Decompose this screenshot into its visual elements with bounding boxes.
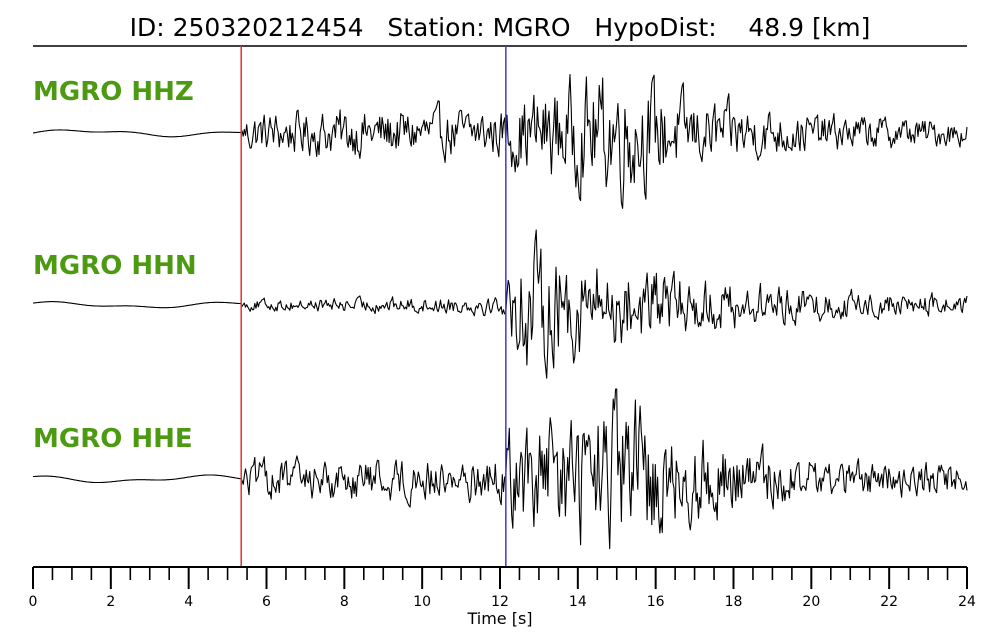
channel-label-mgro-hhn: MGRO HHN [33, 251, 197, 281]
channel-label-mgro-hhe: MGRO HHE [33, 424, 193, 454]
x-tick-label: 16 [647, 594, 665, 610]
x-tick-label: 18 [725, 594, 743, 610]
x-axis-label: Time [s] [466, 609, 532, 628]
traces-group [32, 74, 968, 550]
x-tick-label: 8 [340, 594, 349, 610]
x-tick-label: 12 [491, 594, 509, 610]
trace-mgro-hhz [32, 74, 968, 209]
time-axis: 0 2 4 6 8 10 12 14 16 18 20 22 24 [29, 566, 976, 610]
phase-markers [240, 46, 507, 567]
x-tick-label: 24 [958, 594, 976, 610]
trace-mgro-hhe [33, 388, 968, 550]
channel-labels: MGRO HHZ MGRO HHN MGRO HHE [33, 77, 197, 454]
chart-title: ID: 250320212454 Station: MGRO HypoDist:… [130, 13, 871, 42]
trace-mgro-hhn [32, 229, 968, 379]
channel-label-mgro-hhz: MGRO HHZ [33, 77, 194, 107]
x-tick-label: 14 [569, 594, 587, 610]
x-tick-label: 2 [106, 594, 115, 610]
x-tick-label: 6 [262, 594, 271, 610]
x-tick-label: 4 [184, 594, 193, 610]
x-tick-label: 0 [29, 594, 38, 610]
x-tick-label: 20 [802, 594, 820, 610]
x-tick-label: 22 [880, 594, 898, 610]
x-tick-label: 10 [413, 594, 431, 610]
